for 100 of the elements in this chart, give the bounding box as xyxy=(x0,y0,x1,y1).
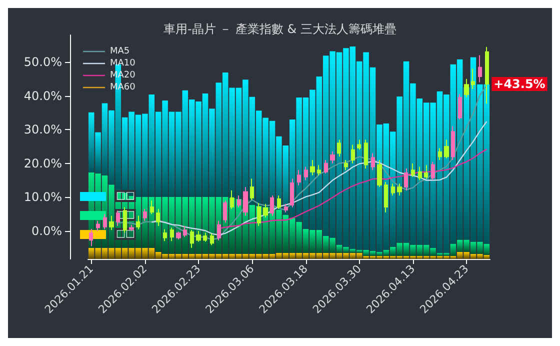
candlestick xyxy=(364,139,368,169)
candlestick xyxy=(143,208,147,222)
bar xyxy=(289,218,296,253)
bar xyxy=(108,248,114,259)
bar xyxy=(108,110,114,185)
bar xyxy=(343,252,349,259)
bar xyxy=(370,250,376,256)
candlestick xyxy=(163,228,167,242)
bar xyxy=(135,114,142,197)
bar xyxy=(262,254,268,259)
bar xyxy=(276,210,282,253)
candlestick xyxy=(196,230,201,242)
bar xyxy=(464,87,470,240)
candlestick xyxy=(357,139,361,150)
bar xyxy=(436,252,443,256)
bar xyxy=(456,240,463,252)
bar xyxy=(216,254,222,259)
candlestick xyxy=(250,178,254,200)
candlestick xyxy=(290,178,294,208)
bar xyxy=(176,254,182,259)
bar xyxy=(403,242,410,256)
text: +43.5% xyxy=(494,76,546,91)
bar xyxy=(209,108,215,197)
bar xyxy=(296,98,302,222)
bar xyxy=(276,252,282,259)
bar xyxy=(484,84,490,244)
line-series xyxy=(218,148,488,230)
bar xyxy=(390,246,396,256)
bar xyxy=(450,256,456,259)
bar xyxy=(470,57,476,242)
candlestick xyxy=(203,232,207,242)
candlestick xyxy=(424,164,428,180)
bar xyxy=(302,228,309,253)
bar xyxy=(396,256,402,259)
bar xyxy=(296,222,302,253)
bar xyxy=(168,254,175,259)
y-tick-label: 40.0% xyxy=(24,88,62,103)
bar xyxy=(322,56,329,236)
bar xyxy=(403,61,410,243)
candlestick xyxy=(96,220,100,232)
bar xyxy=(310,90,316,230)
bar xyxy=(302,98,309,229)
candlestick xyxy=(284,203,288,213)
candlestick xyxy=(371,152,375,171)
bar xyxy=(95,132,101,174)
bar xyxy=(390,132,396,247)
candlestick xyxy=(277,194,281,210)
bar xyxy=(436,91,443,253)
candlestick xyxy=(431,161,435,181)
bar xyxy=(484,244,490,255)
bar xyxy=(410,83,416,245)
candlestick xyxy=(109,215,114,230)
bar xyxy=(423,244,430,256)
bar xyxy=(222,254,228,259)
bar xyxy=(102,103,108,176)
bar xyxy=(182,90,188,197)
bar xyxy=(236,254,242,259)
candlestick xyxy=(471,68,475,90)
bar xyxy=(176,112,182,197)
candlestick xyxy=(263,203,268,218)
bar xyxy=(168,112,175,197)
candlestick xyxy=(397,183,402,196)
bar xyxy=(464,240,470,252)
bar xyxy=(222,72,228,197)
candlestick xyxy=(310,160,315,176)
bar xyxy=(316,76,322,230)
bar xyxy=(444,256,450,259)
bar xyxy=(430,102,436,248)
bar xyxy=(356,61,362,250)
candlestick xyxy=(170,227,174,242)
bar xyxy=(88,248,94,259)
bar xyxy=(343,48,349,247)
bar xyxy=(423,102,430,245)
y-tick-label: 50.0% xyxy=(24,55,62,70)
bar xyxy=(142,248,148,259)
bar xyxy=(229,254,235,259)
bar xyxy=(383,256,390,259)
bar xyxy=(396,96,402,243)
y-tick-label: 0.0% xyxy=(32,224,62,238)
candlestick xyxy=(384,181,388,213)
candlestick xyxy=(176,231,181,240)
bar xyxy=(256,110,262,206)
bar xyxy=(450,244,456,256)
bar xyxy=(196,102,202,197)
legend-label: MA5 xyxy=(110,46,130,56)
bar xyxy=(122,117,128,193)
bar xyxy=(95,248,101,259)
bar xyxy=(477,242,483,254)
bar xyxy=(396,242,402,256)
bar xyxy=(370,67,376,251)
line-series xyxy=(151,120,488,236)
bar xyxy=(182,254,188,259)
bar xyxy=(356,250,362,253)
bar xyxy=(376,256,382,259)
bar xyxy=(363,256,369,259)
candlestick xyxy=(464,78,469,98)
bar xyxy=(343,246,349,253)
bar xyxy=(350,248,356,253)
bar xyxy=(282,252,289,259)
bar xyxy=(289,252,296,259)
